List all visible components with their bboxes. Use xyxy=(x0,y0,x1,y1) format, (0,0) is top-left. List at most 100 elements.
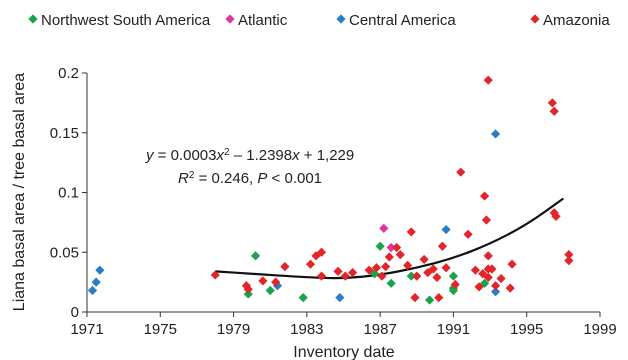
data-point-atlantic xyxy=(386,242,396,253)
y-tick-label: 0.1 xyxy=(58,185,79,202)
legend-label-northwest-south-america: Northwest South America xyxy=(41,12,211,29)
data-point-amazonia xyxy=(564,256,574,266)
data-point-central-america xyxy=(91,277,101,287)
data-point-northwest-south-america xyxy=(448,271,459,281)
data-point-amazonia xyxy=(384,252,394,262)
data-point-amazonia xyxy=(241,281,251,291)
data-point-amazonia xyxy=(371,263,382,273)
data-point-amazonia xyxy=(564,250,574,260)
x-tick-label: 1999 xyxy=(583,321,616,338)
data-point-amazonia xyxy=(258,276,268,286)
data-point-amazonia xyxy=(434,293,444,303)
data-point-central-america xyxy=(490,287,501,297)
data-point-central-america xyxy=(272,281,283,291)
data-point-amazonia xyxy=(479,191,490,201)
data-point-northwest-south-america xyxy=(243,289,253,299)
data-point-amazonia xyxy=(450,279,460,290)
data-point-central-america xyxy=(490,129,501,139)
legend-label-atlantic: Atlantic xyxy=(238,12,288,29)
y-tick-label: 0.2 xyxy=(58,65,79,82)
data-point-amazonia xyxy=(377,271,387,281)
data-point-amazonia xyxy=(428,264,438,274)
data-point-amazonia xyxy=(395,250,405,260)
data-point-amazonia xyxy=(392,242,402,253)
data-point-amazonia xyxy=(406,227,416,237)
data-point-amazonia xyxy=(340,271,350,281)
data-point-amazonia xyxy=(470,265,481,275)
data-point-central-america xyxy=(441,224,451,235)
data-point-amazonia xyxy=(483,272,493,282)
data-point-amazonia xyxy=(507,259,517,269)
data-point-central-america xyxy=(87,285,98,296)
data-point-amazonia xyxy=(280,261,290,272)
data-point-amazonia xyxy=(419,254,429,265)
data-point-amazonia xyxy=(547,98,557,108)
y-ticks: 0 0.05 0.1 0.15 0.2 xyxy=(50,65,87,321)
data-point-amazonia xyxy=(316,247,327,257)
data-point-amazonia xyxy=(474,282,484,292)
data-point-northwest-south-america xyxy=(298,293,308,303)
legend: Northwest South America Atlantic Central A… xyxy=(28,12,610,29)
data-point-amazonia xyxy=(551,211,561,221)
y-axis-title: Liana basal area / tree basal area xyxy=(11,73,28,311)
r-squared-annotation: R2 = 0.246, P < 0.001 xyxy=(178,170,322,188)
data-point-northwest-south-america xyxy=(425,295,435,305)
data-point-amazonia xyxy=(348,267,358,278)
x-tick-label: 1975 xyxy=(144,321,177,338)
data-point-amazonia xyxy=(490,281,501,291)
x-tick-label: 1995 xyxy=(510,321,543,338)
data-point-amazonia xyxy=(333,266,343,276)
y-tick-label: 0.15 xyxy=(50,125,79,142)
data-point-amazonia xyxy=(549,208,559,218)
data-point-amazonia xyxy=(496,273,506,284)
data-point-amazonia xyxy=(456,167,466,177)
data-point-amazonia xyxy=(481,215,492,225)
legend-label-amazonia: Amazonia xyxy=(543,12,610,29)
data-point-amazonia xyxy=(271,277,281,287)
data-point-northwest-south-america xyxy=(448,285,459,296)
legend-marker-central-america xyxy=(336,14,346,24)
data-points xyxy=(87,75,574,305)
data-point-amazonia xyxy=(311,251,321,261)
data-point-amazonia xyxy=(410,293,420,303)
y-tick-label: 0 xyxy=(71,304,79,321)
legend-label-central-america: Central America xyxy=(349,12,456,29)
legend-marker-northwest-south-america xyxy=(28,14,38,24)
legend-marker-amazonia xyxy=(530,14,540,24)
data-point-amazonia xyxy=(549,106,559,116)
equation-annotation: y = 0.0003x2 – 1.2398x + 1,229 xyxy=(145,147,354,165)
y-tick-label: 0.05 xyxy=(50,244,79,261)
x-tick-label: 1979 xyxy=(217,321,250,338)
x-axis-title: Inventory date xyxy=(293,344,395,360)
x-tick-label: 1983 xyxy=(290,321,323,338)
data-point-central-america xyxy=(95,265,105,275)
data-point-amazonia xyxy=(437,241,448,251)
data-point-amazonia xyxy=(412,271,422,281)
x-tick-label: 1987 xyxy=(363,321,396,338)
data-point-northwest-south-america xyxy=(250,251,261,261)
data-point-northwest-south-america xyxy=(375,241,385,251)
x-tick-label: 1971 xyxy=(70,321,103,338)
data-point-northwest-south-america xyxy=(265,285,275,296)
data-point-amazonia xyxy=(487,264,497,274)
data-point-central-america xyxy=(335,293,345,303)
legend-marker-atlantic xyxy=(225,14,235,24)
data-point-amazonia xyxy=(432,272,442,282)
data-point-northwest-south-america xyxy=(386,278,396,288)
data-point-amazonia xyxy=(483,75,493,85)
data-point-amazonia xyxy=(210,270,220,280)
data-point-amazonia xyxy=(243,284,253,294)
data-point-amazonia xyxy=(316,271,327,281)
data-point-amazonia xyxy=(364,265,374,275)
data-point-amazonia xyxy=(403,260,413,270)
data-point-northwest-south-america xyxy=(406,271,416,281)
data-point-amazonia xyxy=(381,261,391,272)
data-point-amazonia xyxy=(463,229,473,239)
x-ticks: 1971 1975 1979 1983 1987 1991 1995 1999 xyxy=(70,312,617,338)
x-tick-label: 1991 xyxy=(437,321,470,338)
data-point-amazonia xyxy=(441,263,451,273)
data-point-amazonia xyxy=(505,283,515,293)
data-point-amazonia xyxy=(483,251,493,261)
data-point-atlantic xyxy=(379,223,389,233)
